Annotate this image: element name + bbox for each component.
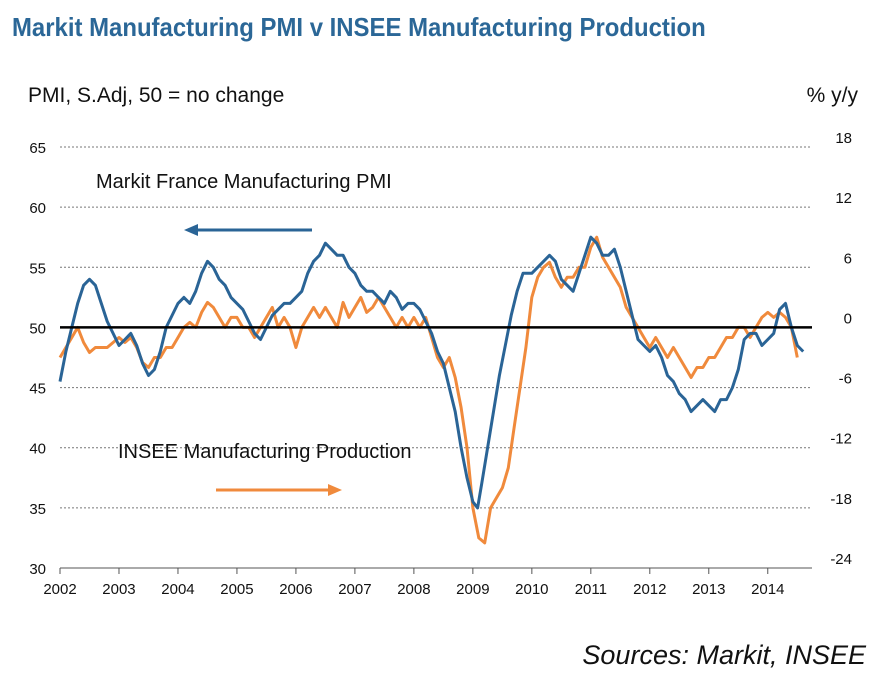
series-annotations: Markit France Manufacturing PMI INSEE Ma… [96, 171, 412, 496]
legend-label-pmi: Markit France Manufacturing PMI [96, 171, 392, 193]
left-tick-label: 35 [29, 501, 46, 518]
left-tick-label: 65 [29, 140, 46, 157]
arrow-right-icon [216, 484, 342, 496]
x-tick-label: 2004 [161, 581, 194, 598]
x-tick-label: 2003 [102, 581, 135, 598]
right-tick-label: 0 [844, 310, 852, 327]
right-tick-label: -6 [839, 371, 852, 388]
right-axis-label: % y/y [807, 84, 859, 107]
left-tick-label: 45 [29, 381, 46, 398]
x-tick-label: 2006 [279, 581, 312, 598]
right-tick-label: -12 [830, 431, 852, 448]
chart-title: Markit Manufacturing PMI v INSEE Manufac… [12, 12, 706, 42]
x-tick-label: 2011 [575, 581, 607, 598]
x-tick-label: 2005 [220, 581, 253, 598]
left-tick-label: 55 [29, 260, 46, 277]
series-lines [58, 235, 805, 545]
right-tick-label: -18 [830, 491, 852, 508]
left-axis-label: PMI, S.Adj, 50 = no change [28, 84, 284, 107]
right-tick-label: 6 [844, 250, 852, 267]
x-tick-label: 2009 [456, 581, 489, 598]
x-tick-label: 2013 [692, 581, 725, 598]
left-tick-label: 40 [29, 441, 46, 458]
x-tick-label: 2007 [338, 581, 371, 598]
x-tick-label: 2010 [515, 581, 548, 598]
axes: 30 35 40 45 50 55 60 65 -24 -18 -12 -6 0 6 12 18 2002 200… [29, 130, 852, 598]
source-note: Sources: Markit, INSEE [582, 640, 866, 670]
right-tick-label: 18 [835, 130, 852, 147]
left-tick-label: 30 [29, 561, 46, 578]
production-series-line [58, 235, 799, 545]
arrow-left-icon [184, 224, 312, 236]
x-tick-label: 2012 [633, 581, 666, 598]
right-tick-label: -24 [830, 551, 852, 568]
pmi-series-line [58, 235, 805, 510]
x-tick-label: 2002 [43, 581, 76, 598]
x-tick-label: 2014 [751, 581, 784, 598]
left-tick-label: 50 [29, 320, 46, 337]
right-tick-label: 12 [835, 190, 852, 207]
x-tick-label: 2008 [397, 581, 430, 598]
legend-label-production: INSEE Manufacturing Production [118, 441, 412, 463]
left-tick-label: 60 [29, 200, 46, 217]
